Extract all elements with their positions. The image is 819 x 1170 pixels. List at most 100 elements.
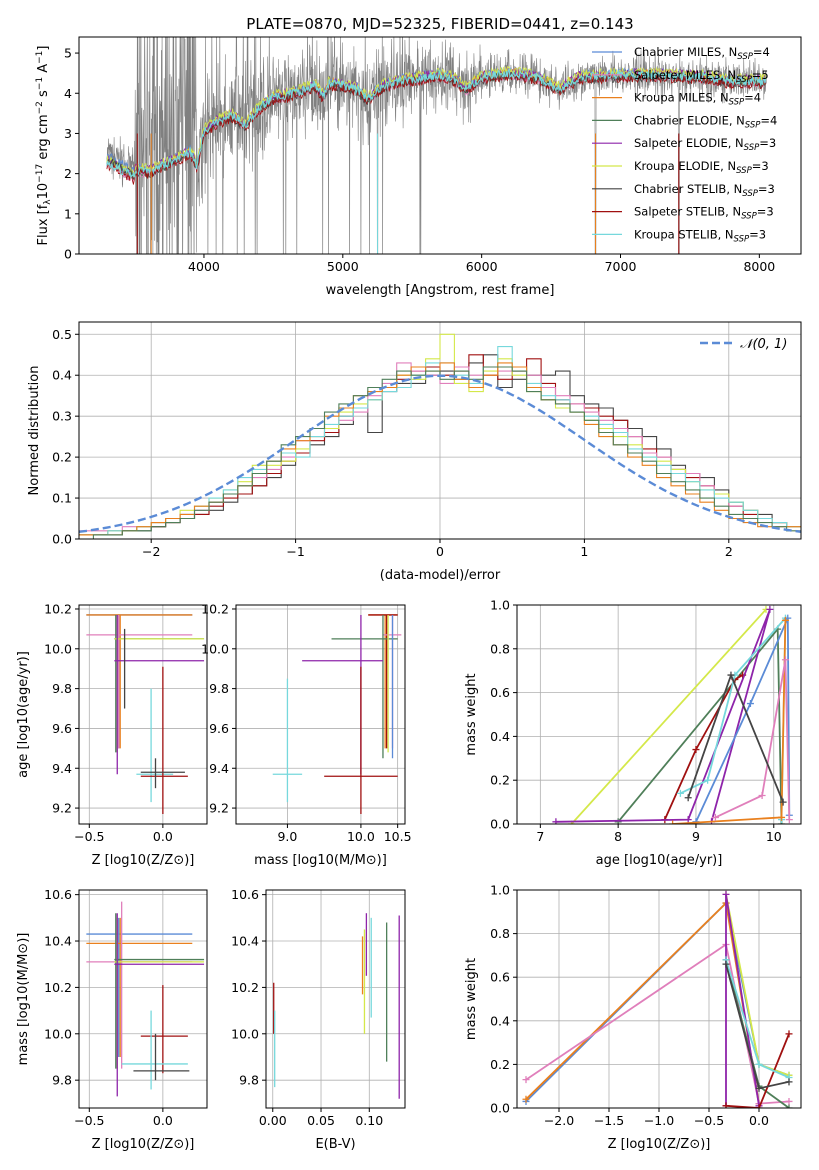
y-tick-label: 0.2 — [490, 773, 510, 788]
x-tick-label: 6000 — [466, 259, 498, 274]
x-tick-label: 5000 — [327, 259, 359, 274]
x-tick-label: 8 — [614, 829, 622, 844]
y-tick-label: 9.6 — [52, 721, 72, 736]
model-line-8 — [106, 68, 767, 180]
y-axis-label: mass weight — [464, 673, 479, 755]
chart-mass_vs_ebv: 0.00 0.05 0.10 9.8 10.0 10.2 10.4 10.6 E(B-V) — [231, 887, 406, 1152]
legend-entry: Salpeter MILES, NSSP=5 — [634, 68, 769, 85]
x-tick-label: 1 — [580, 544, 588, 559]
series-line-5 — [695, 617, 791, 823]
y-tick-label: 1 — [64, 206, 72, 221]
y-axis-label: mass weight — [464, 958, 479, 1040]
x-tick-label: 9.0 — [277, 829, 297, 844]
x-axis-label: (data-model)/error — [380, 568, 501, 583]
series-marker — [669, 820, 677, 824]
y-tick-label: 9.8 — [52, 1073, 72, 1088]
y-tick-label: 9.2 — [209, 801, 229, 816]
series-marker — [684, 794, 692, 802]
chart-title: PLATE=0870, MJD=52325, FIBERID=0441, z=0… — [246, 15, 633, 33]
series-marker — [755, 1104, 763, 1108]
series-marker — [522, 1076, 530, 1084]
y-tick-label: 0.0 — [490, 1101, 510, 1116]
massweight_vs_age-plot-area — [552, 605, 793, 824]
series-marker — [785, 816, 793, 824]
y-tick-label: 0.8 — [490, 641, 510, 656]
chart-mass_vs_Z: −0.5 0.0 9.8 10.0 10.2 10.4 10.6 Z [log10(Z/Z⊙)… — [16, 887, 208, 1152]
series-marker — [722, 1102, 730, 1108]
chart-age_vs_mass: 9.0 10.0 10.5 9.2 9.4 9.6 9.8 10.0 10.2 mass [log… — [201, 601, 411, 868]
y-tick-label: 0.5 — [52, 327, 72, 342]
y-tick-label: 10.4 — [44, 934, 72, 949]
chart-age_vs_Z: −0.5 0.0 9.2 9.4 9.6 9.8 10.0 10.2 Z [log10(Z/Z⊙… — [16, 601, 208, 868]
y-tick-label: 10.2 — [44, 980, 72, 995]
series-marker — [781, 656, 789, 664]
age_vs_mass-plot-area — [272, 614, 402, 815]
y-tick-label: 10.2 — [201, 601, 229, 616]
y-tick-label: 0.4 — [490, 729, 510, 744]
y-tick-label: 0.6 — [490, 970, 510, 985]
x-axis-label: Z [log10(Z/Z⊙)] — [92, 853, 195, 868]
axes-frame — [78, 889, 208, 1109]
y-tick-label: 0.1 — [52, 491, 72, 506]
age_vs_Z-plot-area — [86, 614, 205, 815]
y-tick-label: 10.0 — [231, 1026, 259, 1041]
axes-frame — [78, 321, 802, 540]
x-tick-label: 0 — [436, 544, 444, 559]
x-tick-label: 7000 — [605, 259, 637, 274]
series-marker — [779, 798, 787, 806]
series-line-2 — [525, 943, 790, 1105]
x-tick-label: −0.5 — [74, 1113, 104, 1128]
x-tick-label: −1.0 — [644, 1113, 674, 1128]
y-axis-label: Flux [fλ10−17 erg cm−2 s−1 A−1] — [35, 46, 53, 246]
series-line-3 — [555, 609, 771, 823]
x-tick-label: 7 — [536, 829, 544, 844]
y-tick-label: 0.2 — [52, 450, 72, 465]
series-marker — [522, 1095, 530, 1103]
y-tick-label: 10.0 — [44, 1026, 72, 1041]
series-marker — [722, 890, 730, 898]
y-tick-label: 0 — [64, 247, 72, 262]
x-axis-label: Z [log10(Z/Z⊙)] — [92, 1137, 195, 1152]
y-tick-label: 9.8 — [209, 681, 229, 696]
series-marker — [704, 776, 712, 784]
series-marker — [785, 1078, 793, 1086]
spectrum-plot-area — [106, 37, 767, 254]
series-line-4 — [725, 894, 790, 1077]
residual-histogram-6 — [79, 366, 801, 539]
x-tick-label: 0.05 — [307, 1113, 335, 1128]
y-tick-label: 10.0 — [44, 641, 72, 656]
x-axis-label: age [log10(age/yr)] — [596, 853, 723, 868]
y-tick-label: 10.6 — [231, 887, 259, 902]
x-tick-label: −2.0 — [544, 1113, 574, 1128]
series-marker — [552, 818, 560, 824]
x-tick-label: 10.5 — [384, 829, 412, 844]
axes-frame — [235, 604, 406, 825]
y-tick-label: 0.6 — [490, 685, 510, 700]
x-tick-label: 0.00 — [259, 1113, 287, 1128]
series-marker — [785, 1104, 793, 1108]
x-tick-label: 2 — [725, 544, 733, 559]
series-line-5 — [725, 894, 760, 1106]
series-marker — [781, 616, 789, 624]
y-tick-label: 0.3 — [52, 409, 72, 424]
x-tick-label: −0.5 — [694, 1113, 724, 1128]
x-tick-label: 0.10 — [355, 1113, 383, 1128]
series-line-6 — [725, 1033, 790, 1108]
y-tick-label: 9.4 — [52, 761, 72, 776]
axes-frame — [516, 604, 802, 825]
y-tick-label: 4 — [64, 86, 72, 101]
y-tick-label: 9.8 — [239, 1073, 259, 1088]
series-marker — [755, 1084, 763, 1092]
legend-entry: Salpeter ELODIE, NSSP=3 — [634, 136, 776, 153]
y-axis-label: mass [log10(M/M⊙)] — [16, 933, 31, 1066]
legend-entry: Chabrier STELIB, NSSP=3 — [634, 182, 775, 199]
legend-entry: Kroupa MILES, NSSP=4 — [634, 91, 761, 108]
series-marker — [684, 816, 692, 824]
x-tick-label: 9 — [692, 829, 700, 844]
y-tick-label: 9.2 — [52, 801, 72, 816]
y-tick-label: 10.6 — [44, 887, 72, 902]
series-line-0 — [525, 901, 790, 1103]
series-marker — [755, 1060, 763, 1068]
series-marker — [676, 789, 684, 797]
